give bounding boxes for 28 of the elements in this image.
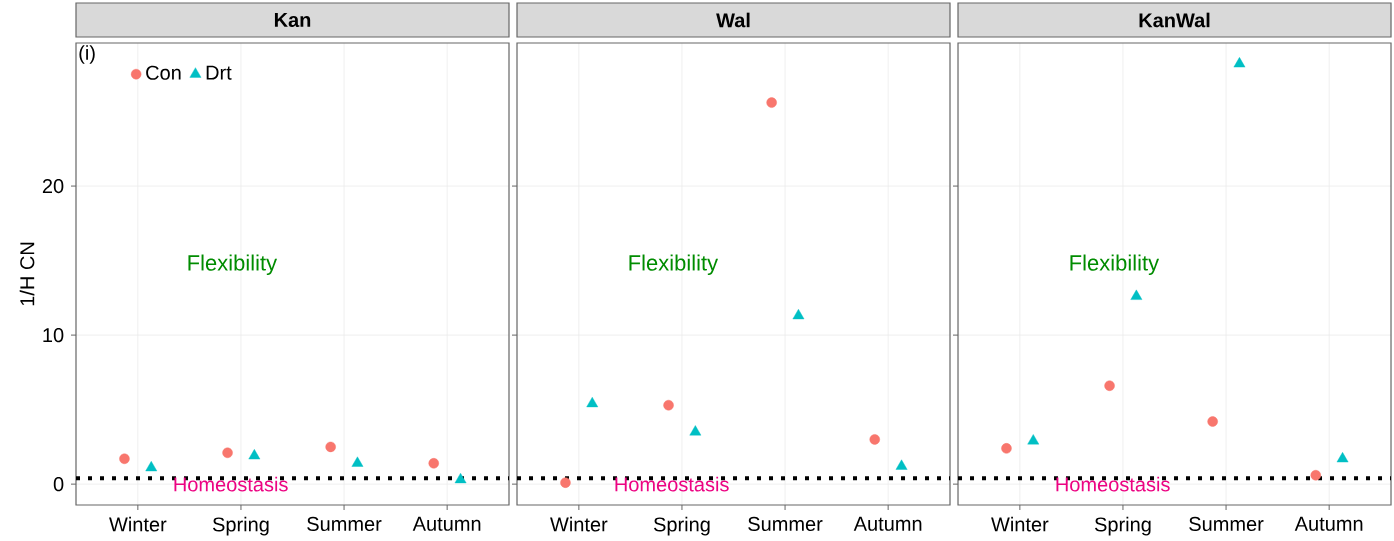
x-tick-label: Spring: [212, 516, 269, 536]
chart-title: Kan: [274, 13, 311, 27]
x-tick-label: Summer: [307, 516, 382, 532]
annotation: (i): [79, 45, 95, 64]
annotation: Flexibility: [629, 254, 719, 276]
annotation: Flexibility: [188, 254, 278, 276]
ref-line-label: Homeostasis: [1056, 476, 1170, 492]
ref-line-label: Homeostasis: [174, 476, 288, 492]
x-tick-label: Autumn: [853, 516, 922, 531]
x-tick-label: Spring: [653, 516, 710, 536]
x-tick-label: Spring: [1094, 516, 1151, 536]
x-tick-label: Summer: [1189, 516, 1264, 532]
x-tick-label: Summer: [748, 516, 823, 532]
y-axis-title: 1/H CN: [19, 242, 35, 306]
x-tick-label: Autumn: [1294, 516, 1363, 531]
legend-label: Con: [146, 65, 181, 80]
chart-title: Wal: [716, 12, 750, 28]
x-tick-label: Winter: [550, 516, 608, 532]
annotation: Flexibility: [1070, 254, 1160, 276]
chart-title: KanWal: [1139, 12, 1210, 28]
x-tick-label: Autumn: [412, 516, 481, 531]
x-tick-label: Winter: [109, 516, 167, 532]
legend-label: Drt: [206, 65, 232, 80]
ref-line-label: Homeostasis: [615, 476, 729, 492]
x-tick-label: Winter: [991, 516, 1049, 532]
y-tick-label: 10: [43, 328, 64, 343]
y-tick-label: 20: [42, 178, 64, 194]
y-tick-label: 0: [53, 477, 64, 492]
